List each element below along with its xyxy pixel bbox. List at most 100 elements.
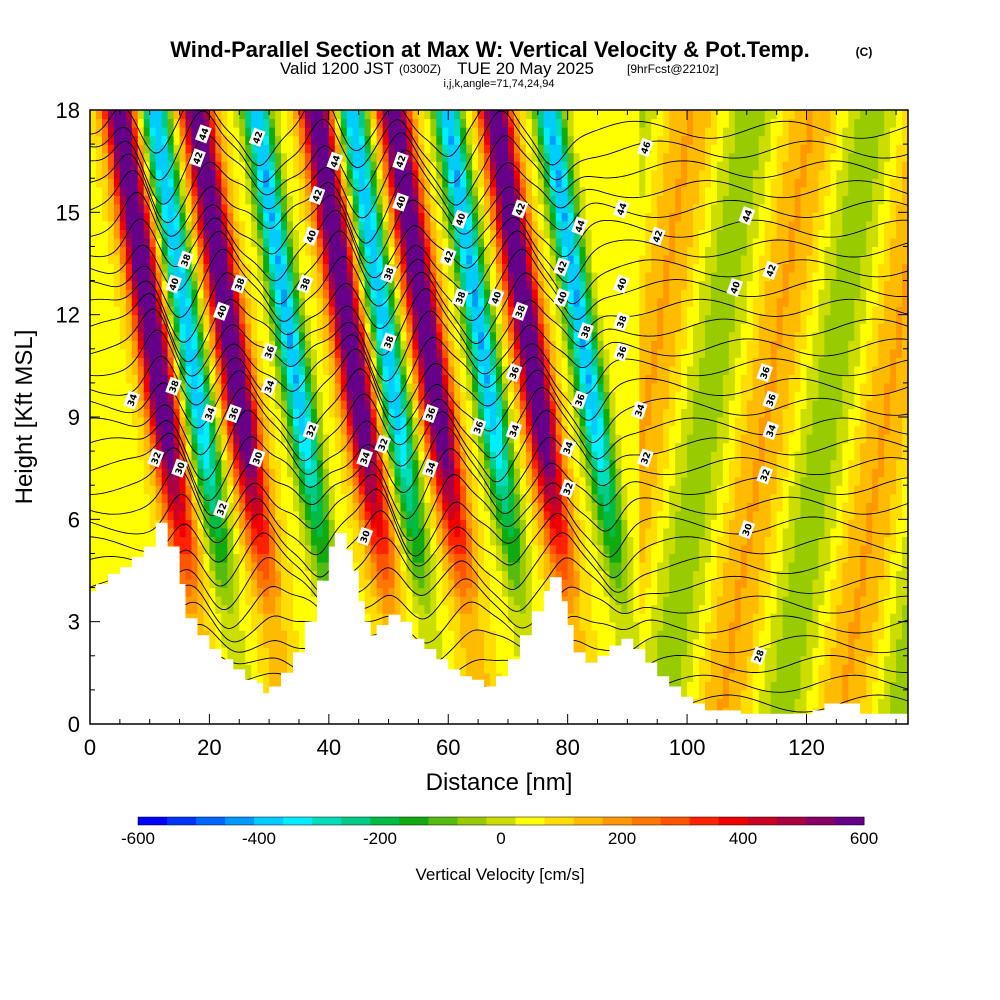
velocity-cell bbox=[454, 178, 461, 188]
velocity-cell bbox=[454, 544, 461, 555]
velocity-cell bbox=[460, 570, 467, 580]
velocity-cell bbox=[179, 536, 187, 546]
velocity-cell bbox=[394, 459, 402, 469]
velocity-cell bbox=[400, 451, 408, 461]
velocity-cell bbox=[358, 135, 366, 145]
velocity-cell bbox=[400, 442, 408, 452]
velocity-cell bbox=[245, 391, 252, 401]
velocity-cell bbox=[328, 510, 336, 520]
velocity-cell bbox=[215, 340, 222, 350]
velocity-cell bbox=[460, 519, 467, 529]
velocity-cell bbox=[334, 220, 342, 230]
velocity-cell bbox=[322, 561, 330, 572]
velocity-cell bbox=[496, 502, 503, 512]
velocity-cell bbox=[466, 613, 473, 623]
velocity-cell bbox=[430, 536, 437, 546]
velocity-cell bbox=[227, 561, 234, 572]
velocity-cell bbox=[263, 280, 270, 290]
velocity-cell bbox=[370, 553, 378, 563]
velocity-cell bbox=[466, 442, 473, 452]
velocity-cell bbox=[107, 254, 115, 265]
velocity-cell bbox=[388, 604, 396, 614]
velocity-cell bbox=[203, 604, 211, 614]
velocity-cell bbox=[298, 459, 306, 469]
velocity-cell bbox=[101, 314, 109, 324]
velocity-cell bbox=[257, 510, 264, 520]
velocity-cell bbox=[388, 178, 396, 188]
velocity-cell bbox=[263, 289, 270, 299]
velocity-cell bbox=[394, 144, 402, 154]
velocity-cell bbox=[209, 203, 216, 213]
velocity-cell bbox=[275, 468, 282, 478]
velocity-cell bbox=[215, 468, 222, 478]
velocity-cell bbox=[257, 442, 264, 452]
velocity-cell bbox=[185, 272, 193, 282]
velocity-cell bbox=[460, 391, 467, 401]
velocity-cell bbox=[490, 254, 497, 265]
velocity-cell bbox=[149, 186, 157, 196]
velocity-cell bbox=[496, 638, 503, 648]
velocity-cell bbox=[376, 195, 384, 205]
velocity-cell bbox=[382, 169, 390, 179]
velocity-cell bbox=[239, 127, 246, 137]
velocity-cell bbox=[185, 237, 193, 248]
velocity-cell bbox=[90, 220, 97, 230]
velocity-cell bbox=[293, 314, 300, 324]
indices-label: i,j,k,angle=71,74,24,94 bbox=[443, 78, 554, 90]
velocity-cell bbox=[101, 110, 109, 120]
velocity-cell bbox=[484, 186, 491, 196]
velocity-cell bbox=[173, 399, 181, 410]
velocity-cell bbox=[376, 596, 384, 606]
velocity-cell bbox=[209, 527, 216, 537]
velocity-cell bbox=[496, 408, 503, 418]
velocity-cell bbox=[310, 493, 318, 503]
velocity-cell bbox=[167, 399, 175, 410]
velocity-cell bbox=[400, 306, 408, 316]
velocity-cell bbox=[322, 399, 330, 410]
velocity-cell bbox=[191, 203, 199, 213]
velocity-cell bbox=[101, 442, 109, 452]
velocity-cell bbox=[346, 485, 354, 495]
velocity-cell bbox=[448, 169, 455, 179]
velocity-cell bbox=[143, 246, 151, 256]
velocity-cell bbox=[430, 630, 437, 640]
velocity-cell bbox=[298, 152, 306, 162]
velocity-cell bbox=[131, 357, 139, 367]
velocity-cell bbox=[293, 502, 300, 512]
velocity-cell bbox=[388, 186, 396, 196]
velocity-cell bbox=[191, 178, 199, 188]
velocity-cell bbox=[466, 434, 473, 444]
velocity-cell bbox=[328, 459, 336, 469]
velocity-cell bbox=[436, 382, 443, 393]
velocity-cell bbox=[322, 203, 330, 213]
velocity-cell bbox=[454, 655, 461, 665]
velocity-cell bbox=[215, 399, 222, 410]
velocity-cell bbox=[221, 195, 228, 205]
velocity-cell bbox=[257, 289, 264, 299]
velocity-cell bbox=[370, 468, 378, 478]
velocity-cell bbox=[269, 220, 276, 230]
velocity-cell bbox=[310, 553, 318, 563]
velocity-cell bbox=[197, 186, 205, 196]
velocity-cell bbox=[364, 561, 372, 572]
velocity-cell bbox=[131, 220, 139, 230]
velocity-cell bbox=[257, 195, 264, 205]
velocity-cell bbox=[227, 382, 234, 393]
velocity-cell bbox=[125, 297, 133, 307]
velocity-cell bbox=[155, 365, 163, 375]
velocity-cell bbox=[376, 237, 384, 248]
velocity-cell bbox=[412, 502, 419, 512]
velocity-cell bbox=[394, 570, 402, 580]
velocity-cell bbox=[185, 399, 193, 410]
velocity-cell bbox=[448, 263, 455, 273]
velocity-cell bbox=[460, 348, 467, 358]
velocity-cell bbox=[364, 408, 372, 418]
velocity-cell bbox=[346, 195, 354, 205]
velocity-cell bbox=[287, 451, 294, 461]
velocity-cell bbox=[107, 220, 115, 230]
velocity-cell bbox=[287, 348, 294, 358]
velocity-cell bbox=[95, 442, 103, 452]
velocity-cell bbox=[484, 493, 491, 503]
velocity-cell bbox=[370, 152, 378, 162]
velocity-cell bbox=[227, 161, 234, 171]
